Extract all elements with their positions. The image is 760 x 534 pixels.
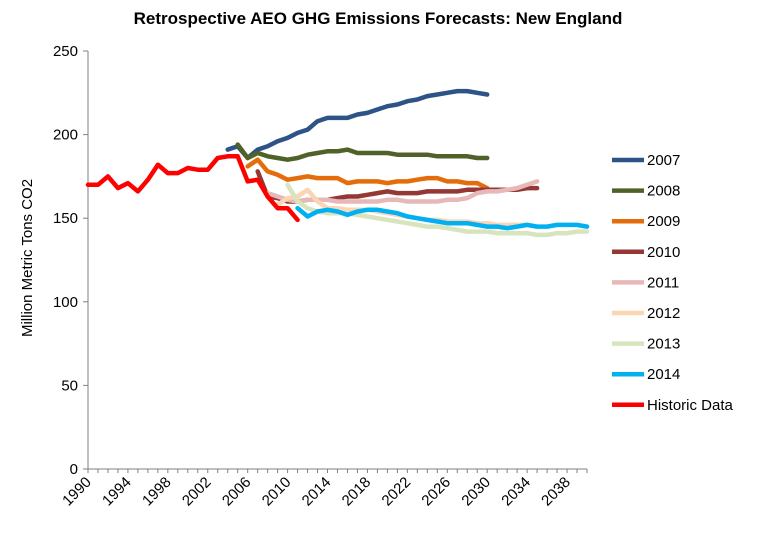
- legend-item: 2009: [612, 213, 680, 230]
- x-tick-label: 2034: [498, 474, 534, 510]
- legend-label: Historic Data: [647, 397, 734, 414]
- legend-label: 2010: [647, 244, 680, 261]
- y-tick-label: 0: [70, 461, 78, 478]
- series-line-2011: [265, 179, 540, 204]
- legend-item: 2014: [612, 366, 680, 383]
- legend-item: 2012: [612, 305, 680, 322]
- x-tick-label: 1998: [139, 474, 175, 510]
- legend-label: 2014: [647, 366, 680, 383]
- x-tick-label: 2038: [538, 474, 574, 510]
- legend-label: 2012: [647, 305, 680, 322]
- legend-label: 2009: [647, 213, 680, 230]
- x-tick-label: 2014: [299, 474, 335, 510]
- legend-label: 2007: [647, 152, 680, 169]
- legend-label: 2008: [647, 183, 680, 200]
- y-tick-label: 200: [53, 127, 78, 144]
- series-line-2014: [295, 205, 590, 231]
- series-line-2009: [245, 157, 490, 191]
- legend-item: 2008: [612, 183, 680, 200]
- x-tick-label: 1994: [99, 474, 135, 510]
- x-tick-label: 2026: [418, 474, 454, 510]
- x-tick-label: 2022: [379, 474, 415, 510]
- y-tick-label: 250: [53, 43, 78, 60]
- series-line-historic-data: [85, 154, 300, 223]
- chart-title: Retrospective AEO GHG Emissions Forecast…: [134, 9, 623, 28]
- x-tick-label: 2030: [458, 474, 494, 510]
- x-tick-label: 1990: [59, 474, 95, 510]
- x-tick-label: 2010: [259, 474, 295, 510]
- legend-label: 2011: [647, 274, 679, 291]
- legend-item: 2011: [612, 274, 679, 291]
- x-tick-label: 2018: [339, 474, 375, 510]
- legend: 2007 2008 2009 2010 2011 2012 2013 2014 Historic…: [612, 152, 734, 414]
- y-tick-label: 50: [61, 377, 78, 394]
- x-tick-label: 2002: [179, 474, 215, 510]
- legend-item: 2007: [612, 152, 680, 169]
- legend-item: 2010: [612, 244, 680, 261]
- y-axis-label: Million Metric Tons CO2: [19, 179, 36, 337]
- legend-item: Historic Data: [612, 397, 734, 414]
- y-tick-label: 150: [53, 210, 78, 227]
- x-tick-label: 2006: [219, 474, 255, 510]
- legend-label: 2013: [647, 336, 680, 353]
- y-tick-label: 100: [53, 294, 78, 311]
- series-line-2007: [225, 88, 490, 161]
- series-line-2008: [235, 142, 490, 162]
- legend-item: 2013: [612, 336, 680, 353]
- series-group: [85, 88, 590, 238]
